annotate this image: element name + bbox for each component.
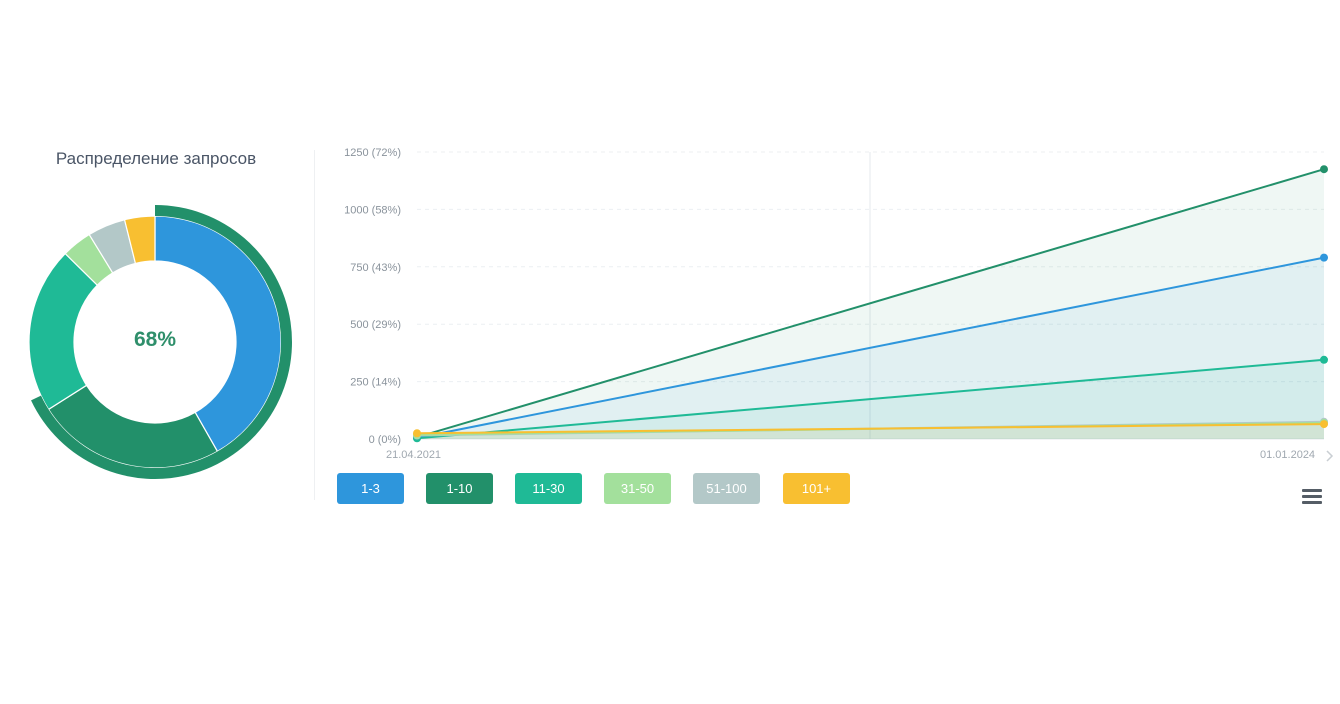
donut-center-label: 68%: [133, 328, 177, 351]
point-11-30-1[interactable]: [1320, 355, 1328, 364]
x-tick-label: 21.04.2021: [386, 449, 441, 461]
area-101plus: [417, 424, 1324, 439]
series-line-1-10[interactable]: [416, 168, 1325, 439]
point-101plus-1[interactable]: [1320, 420, 1328, 429]
y-tick-label: 0 (0%): [369, 434, 401, 446]
y-tick-label: 1000 (58%): [344, 204, 401, 216]
x-axis-arrow-icon: [1326, 450, 1334, 462]
panel-divider: [314, 150, 315, 500]
legend-item-1-10[interactable]: 1-10: [426, 473, 493, 504]
y-tick-label: 500 (29%): [350, 319, 401, 331]
hamburger-menu-icon[interactable]: [1302, 489, 1322, 505]
legend-item-31-50[interactable]: 31-50: [604, 473, 671, 504]
donut-title: Распределение запросов: [55, 149, 257, 168]
series-line-1-3[interactable]: [416, 256, 1325, 439]
point-1-3-1[interactable]: [1320, 253, 1328, 262]
legend-item-51-100[interactable]: 51-100: [693, 473, 760, 504]
series-line-101plus[interactable]: [416, 423, 1325, 435]
legend-item-101plus[interactable]: 101+: [783, 473, 850, 504]
legend-item-11-30[interactable]: 11-30: [515, 473, 582, 504]
donut-slice-1-10[interactable]: [47, 384, 219, 469]
y-tick-label: 250 (14%): [350, 377, 401, 389]
donut-slice-101plus[interactable]: [123, 215, 156, 265]
donut-chart: [28, 205, 292, 479]
series-line-11-30[interactable]: [416, 358, 1325, 440]
line-area-chart: 0 (0%) 250 (14%) 500 (29%) 750 (43%) 1000 (5…: [344, 147, 1334, 462]
legend-item-1-3[interactable]: 1-3: [337, 473, 404, 504]
point-1-10-1[interactable]: [1320, 165, 1328, 174]
y-tick-label: 1250 (72%): [344, 147, 401, 159]
point-101plus-0[interactable]: [413, 429, 421, 438]
donut-slice-1-3[interactable]: [154, 215, 282, 453]
y-tick-label: 750 (43%): [350, 262, 401, 274]
x-tick-label: 01.01.2024: [1260, 449, 1315, 461]
donut-panel: Распределение запросов 68%: [0, 140, 312, 500]
